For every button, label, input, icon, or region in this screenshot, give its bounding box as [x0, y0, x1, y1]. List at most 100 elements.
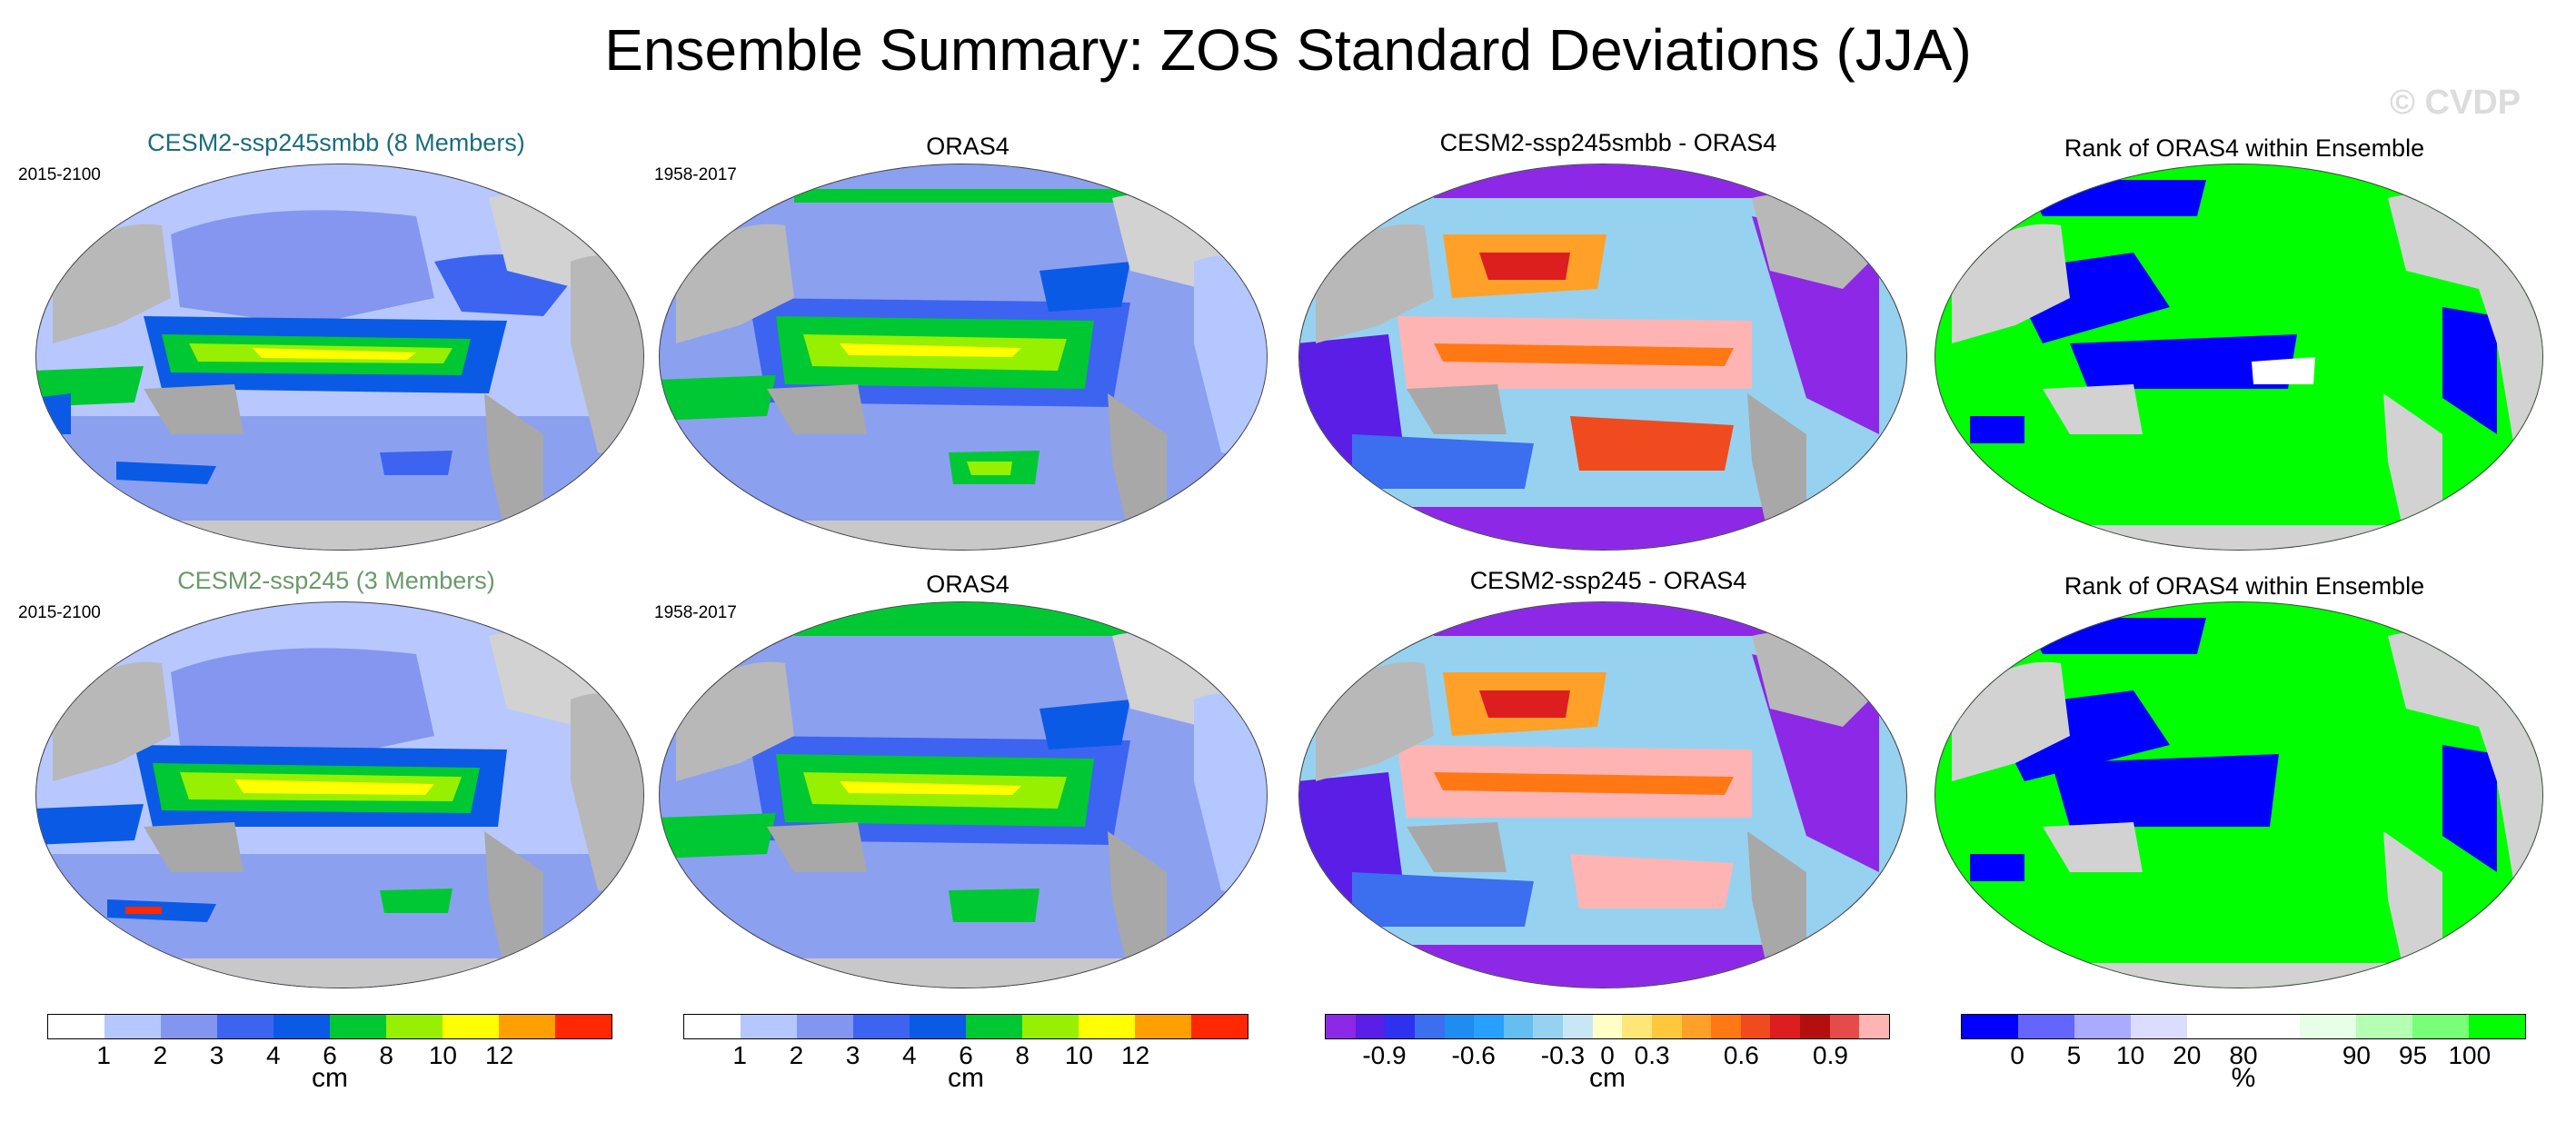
diff-colorbar-box [1651, 1015, 1682, 1038]
diff-tick-label: -0.6 [1451, 1041, 1496, 1069]
row2-model-title: CESM2-ssp245 (3 Members) [177, 567, 495, 594]
stddev-tick-label: 2 [153, 1041, 168, 1069]
diff-tick-label: 0.6 [1723, 1041, 1759, 1069]
stddev-colorbar-box [1191, 1015, 1248, 1038]
stddev-colorbar-box [217, 1015, 274, 1038]
stddev-tick-label: 12 [1121, 1041, 1150, 1069]
row1-obs-period: 1958-2017 [654, 165, 737, 184]
stddev-tick-label: 1 [732, 1041, 747, 1069]
stddev-tick-label: 3 [845, 1041, 860, 1069]
row2-rank-title: Rank of ORAS4 within Ensemble [2064, 572, 2425, 600]
diff-tick-label: 0.9 [1813, 1041, 1848, 1069]
stddev-colorbar-1 [47, 1014, 612, 1039]
stddev-tick-label: 6 [323, 1041, 337, 1069]
rank-colorbar-box [2131, 1015, 2187, 1038]
diff-colorbar-box [1503, 1015, 1534, 1038]
diff-colorbar-box [1563, 1015, 1593, 1038]
stddev-colorbar-box [684, 1015, 741, 1038]
row1-model-period: 2015-2100 [18, 165, 101, 184]
diff-tick-label: -0.9 [1362, 1041, 1407, 1069]
diff-colorbar-box [1414, 1015, 1445, 1038]
diff-colorbar-box [1355, 1015, 1386, 1038]
diff-colorbar-box [1326, 1015, 1356, 1038]
rank-colorbar-box [2469, 1015, 2525, 1038]
row2-model-period: 2015-2100 [18, 603, 101, 622]
stddev-colorbar-2 [683, 1014, 1248, 1039]
diff-colorbar-box [1770, 1015, 1800, 1038]
stddev-tick-label: 8 [379, 1041, 393, 1069]
rank-colorbar [1961, 1014, 2526, 1039]
row1-rank-title: Rank of ORAS4 within Ensemble [2064, 134, 2425, 162]
rank-tick-label: 80 [2229, 1041, 2258, 1069]
stddev-colorbar-box [386, 1015, 443, 1038]
stddev-colorbar-box [104, 1015, 161, 1038]
stddev-colorbar-box [966, 1015, 1022, 1038]
stddev-colorbar-box [853, 1015, 910, 1038]
row2-diff-title: CESM2-ssp245 - ORAS4 [1469, 567, 1747, 594]
stddev-colorbar-box [274, 1015, 330, 1038]
row2-model-map [35, 601, 644, 988]
diff-colorbar-box [1592, 1015, 1623, 1038]
stddev-tick-label: 10 [1064, 1041, 1093, 1069]
stddev-tick-label: 10 [428, 1041, 457, 1069]
diff-colorbar [1325, 1014, 1890, 1039]
diff-colorbar-box [1859, 1015, 1889, 1038]
stddev-tick-label: 8 [1015, 1041, 1029, 1069]
rank-tick-label: 10 [2116, 1041, 2145, 1069]
diff-colorbar-box [1829, 1015, 1860, 1038]
stddev-tick-label: 3 [209, 1041, 224, 1069]
rank-colorbar-box [2187, 1015, 2243, 1038]
stddev-tick-label: 1 [96, 1041, 111, 1069]
stddev-tick-label: 2 [789, 1041, 804, 1069]
diff-colorbar-box [1740, 1015, 1771, 1038]
stddev-unit-2: cm [948, 1063, 984, 1093]
row1-diff-map [1298, 164, 1907, 551]
rank-tick-label: 100 [2448, 1041, 2491, 1069]
rank-tick-label: 90 [2342, 1041, 2371, 1069]
rank-tick-label: 5 [2066, 1041, 2082, 1069]
stddev-colorbar-box [330, 1015, 386, 1038]
rank-tick-label: 20 [2173, 1041, 2202, 1069]
stddev-colorbar-box [1079, 1015, 1135, 1038]
row2-obs-title: ORAS4 [926, 571, 1010, 598]
rank-unit: % [2231, 1063, 2256, 1093]
stddev-colorbar-box [1022, 1015, 1079, 1038]
row1-rank-map [1934, 164, 2543, 551]
diff-tick-label: 0.3 [1634, 1041, 1670, 1069]
stddev-unit-1: cm [312, 1063, 348, 1093]
rank-colorbar-box [2412, 1015, 2469, 1038]
row1-model-title: CESM2-ssp245smbb (8 Members) [147, 129, 525, 156]
diff-colorbar-box [1622, 1015, 1652, 1038]
diff-colorbar-box [1533, 1015, 1563, 1038]
rank-colorbar-box [2074, 1015, 2131, 1038]
diff-unit: cm [1589, 1063, 1626, 1093]
row1-obs-title: ORAS4 [926, 133, 1010, 160]
rank-colorbar-box [2356, 1015, 2412, 1038]
stddev-colorbar-box [1135, 1015, 1191, 1038]
cvdp-watermark: © CVDP [2390, 84, 2521, 122]
diff-colorbar-box [1681, 1015, 1712, 1038]
row2-rank-map [1934, 601, 2543, 988]
stddev-colorbar-box [741, 1015, 797, 1038]
row1-obs-map [659, 164, 1268, 551]
stddev-tick-label: 4 [266, 1041, 281, 1069]
stddev-tick-label: 6 [959, 1041, 973, 1069]
stddev-colorbar-box [910, 1015, 966, 1038]
rank-colorbar-box [2018, 1015, 2074, 1038]
row2-diff-map [1298, 601, 1907, 988]
stddev-tick-label: 4 [902, 1041, 917, 1069]
stddev-colorbar-box [499, 1015, 555, 1038]
diff-colorbar-box [1711, 1015, 1741, 1038]
diff-colorbar-box [1385, 1015, 1415, 1038]
row2-obs-period: 1958-2017 [654, 603, 737, 622]
diff-tick-label: -0.3 [1540, 1041, 1586, 1069]
diff-colorbar-box [1444, 1015, 1475, 1038]
stddev-colorbar-box [48, 1015, 104, 1038]
rank-tick-label: 95 [2399, 1041, 2428, 1069]
row1-model-map [35, 164, 644, 551]
diff-tick-label: 0 [1600, 1041, 1615, 1069]
rank-colorbar-box [2243, 1015, 2300, 1038]
row2-obs-map [659, 601, 1268, 988]
rank-colorbar-box [1962, 1015, 2018, 1038]
stddev-colorbar-box [555, 1015, 612, 1038]
